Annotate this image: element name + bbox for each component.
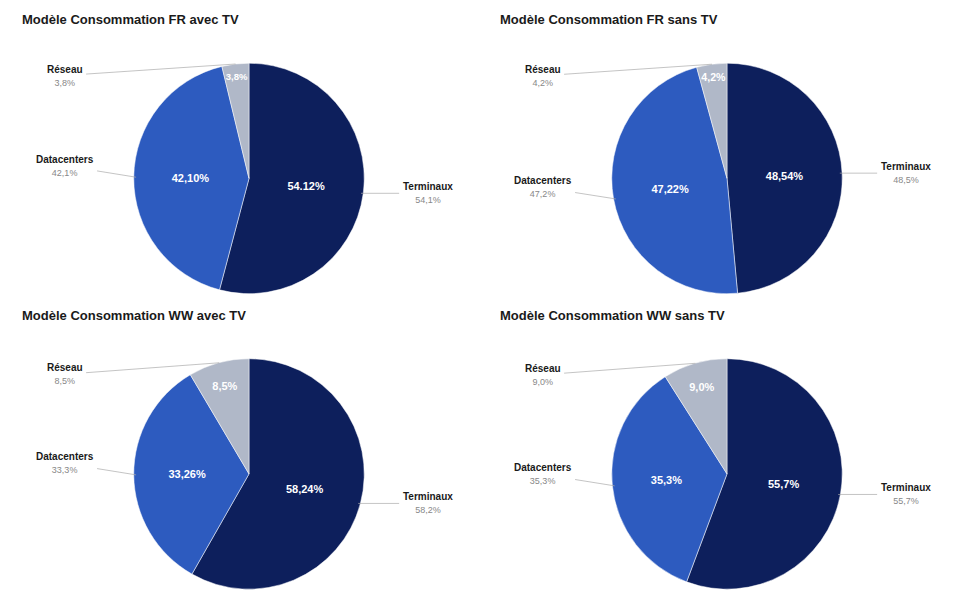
svg-text:Modèle Consommation WW avec TV: Modèle Consommation WW avec TV bbox=[22, 308, 246, 323]
svg-text:35,3%: 35,3% bbox=[651, 474, 682, 486]
svg-text:58,24%: 58,24% bbox=[286, 483, 324, 495]
svg-text:Réseau4,2%: Réseau4,2% bbox=[525, 64, 561, 88]
svg-text:8,5%: 8,5% bbox=[212, 380, 237, 392]
svg-text:Réseau9,0%: Réseau9,0% bbox=[525, 363, 561, 387]
svg-text:4,2%: 4,2% bbox=[701, 71, 726, 83]
svg-text:42,10%: 42,10% bbox=[172, 172, 210, 184]
svg-text:Terminaux48,5%: Terminaux48,5% bbox=[881, 161, 931, 185]
svg-text:47,22%: 47,22% bbox=[651, 183, 689, 195]
svg-text:Datacenters42,1%: Datacenters42,1% bbox=[36, 154, 94, 178]
svg-text:Terminaux58,2%: Terminaux58,2% bbox=[403, 491, 453, 515]
svg-text:Modèle Consommation FR avec TV: Modèle Consommation FR avec TV bbox=[22, 12, 239, 27]
svg-text:33,26%: 33,26% bbox=[168, 468, 206, 480]
svg-text:Datacenters35,3%: Datacenters35,3% bbox=[514, 462, 572, 486]
svg-text:Réseau8,5%: Réseau8,5% bbox=[47, 362, 83, 386]
svg-text:55,7%: 55,7% bbox=[768, 478, 799, 490]
svg-text:54.12%: 54.12% bbox=[287, 180, 325, 192]
svg-text:9,0%: 9,0% bbox=[689, 381, 714, 393]
svg-text:Terminaux55,7%: Terminaux55,7% bbox=[881, 482, 931, 506]
svg-text:48,54%: 48,54% bbox=[766, 170, 804, 182]
svg-text:Datacenters33,3%: Datacenters33,3% bbox=[36, 451, 94, 475]
svg-text:Terminaux54,1%: Terminaux54,1% bbox=[403, 181, 453, 205]
svg-text:Réseau3,8%: Réseau3,8% bbox=[47, 64, 83, 88]
svg-text:3,8%: 3,8% bbox=[226, 71, 248, 82]
svg-text:Modèle Consommation FR sans TV: Modèle Consommation FR sans TV bbox=[500, 12, 718, 27]
svg-text:Datacenters47,2%: Datacenters47,2% bbox=[514, 175, 572, 199]
svg-text:Modèle Consommation WW sans TV: Modèle Consommation WW sans TV bbox=[500, 308, 725, 323]
